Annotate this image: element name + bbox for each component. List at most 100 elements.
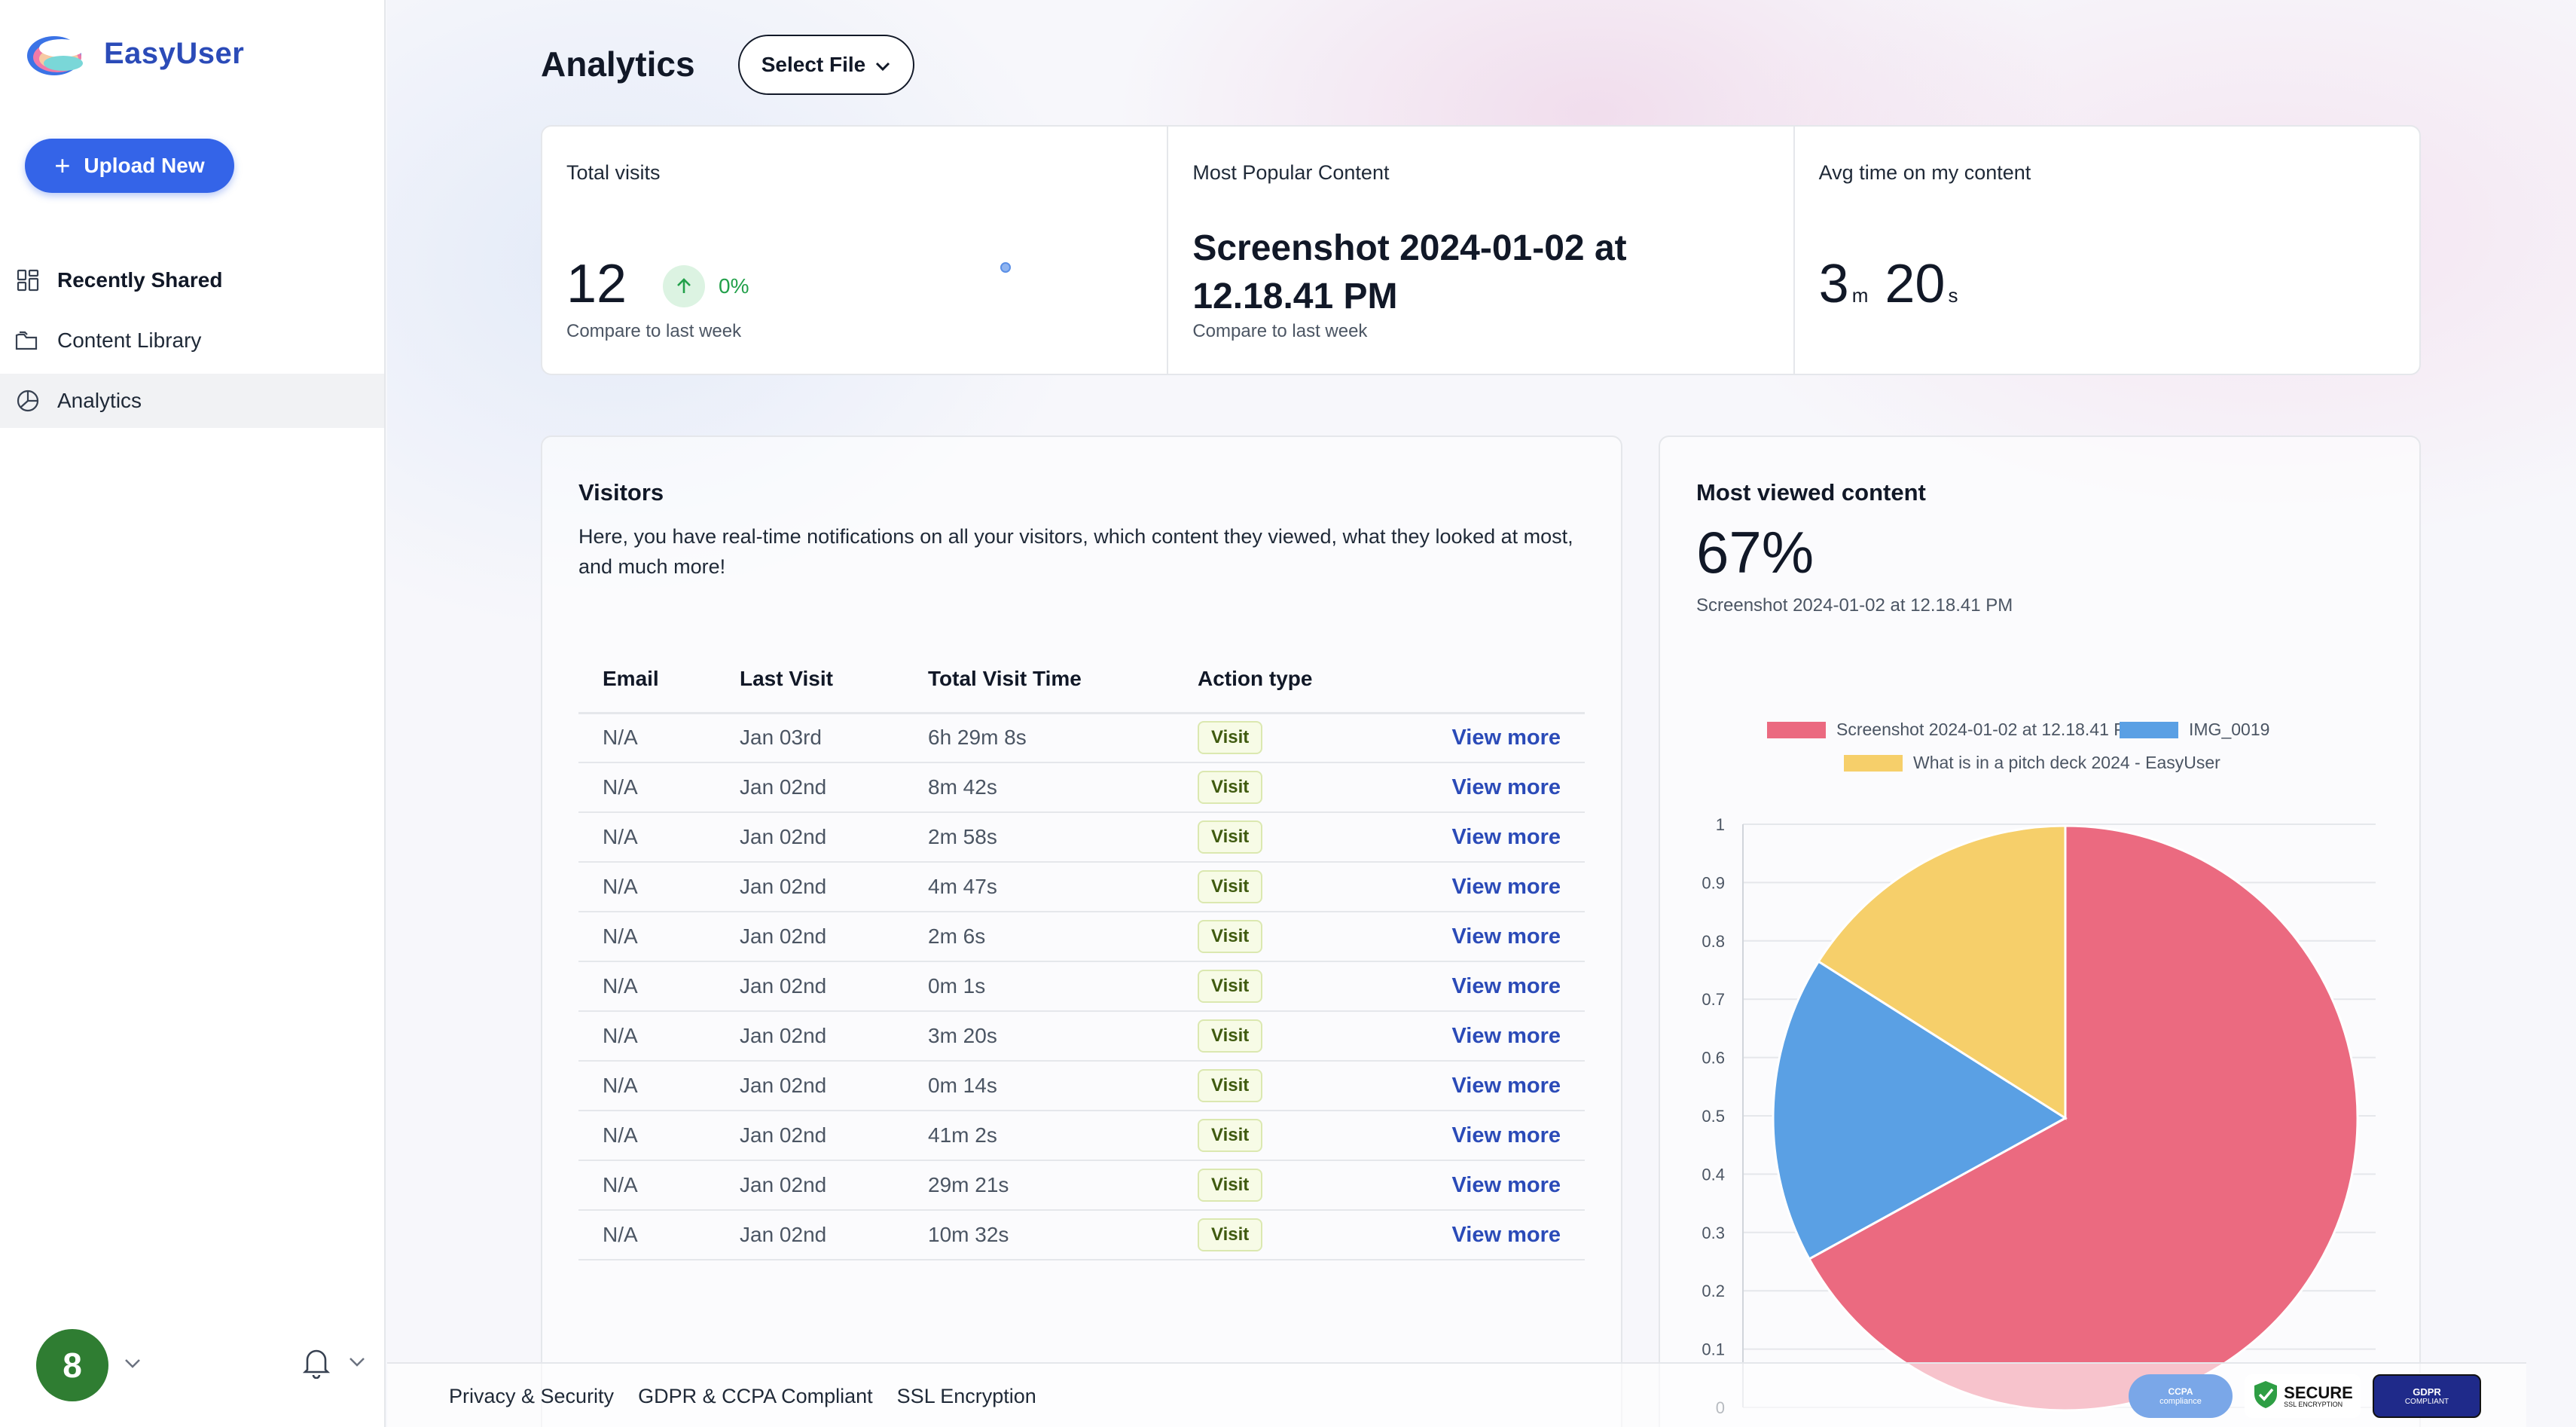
table-row: N/A Jan 02nd 10m 32s Visit View more [578,1210,1585,1260]
legend-label[interactable]: Screenshot 2024-01-02 at 12.18.41 PM [1836,720,2140,739]
secure-badge-sub: SSL ENCRYPTION [2284,1400,2343,1408]
y-tick-label: 0.5 [1702,1107,1725,1126]
cell-last-visit: Jan 02nd [716,1210,904,1260]
table-row: N/A Jan 02nd 0m 1s Visit View more [578,961,1585,1012]
stat-value: 3 m 20 s [1819,253,1975,315]
stat-label: Most Popular Content [1192,161,1390,184]
avg-minutes: 3 [1818,254,1849,314]
column-header-email: Email [578,646,716,714]
cell-email: N/A [578,912,716,962]
y-tick-label: 1 [1716,815,1725,834]
visitors-table: Email Last Visit Total Visit Time Action… [578,646,1585,1260]
sidebar-nav: Recently Shared Content Library Analytic… [0,253,384,434]
cell-action-type: Visit [1174,912,1354,962]
action-badge: Visit [1198,820,1263,854]
gdpr-badge: GDPR COMPLIANT [2373,1374,2481,1418]
stat-label: Avg time on my content [1818,161,2031,184]
view-more-link[interactable]: View more [1354,1160,1585,1211]
table-row: N/A Jan 02nd 0m 14s Visit View more [578,1061,1585,1111]
view-more-link[interactable]: View more [1354,862,1585,912]
upload-new-button[interactable]: + Upload New [25,139,234,193]
y-tick-label: 0.7 [1702,990,1725,1009]
footer-link-gdpr[interactable]: GDPR & CCPA Compliant [638,1385,873,1407]
cell-total-time: 6h 29m 8s [904,713,1174,763]
pie-chart-icon [15,388,41,414]
cell-action-type: Visit [1174,961,1354,1012]
cell-email: N/A [578,812,716,863]
footer: Privacy & Security GDPR & CCPA Compliant… [387,1362,2526,1427]
avatar[interactable]: 8 [36,1329,108,1401]
visitors-title: Visitors [578,479,664,506]
sidebar-item-analytics[interactable]: Analytics [0,374,384,428]
legend-swatch[interactable] [2120,722,2178,738]
most-viewed-card: Most viewed content 67% Screenshot 2024-… [1659,435,2421,1427]
visitors-description: Here, you have real-time notifications o… [578,525,1573,578]
action-badge: Visit [1198,1019,1263,1053]
cell-total-time: 3m 20s [904,1011,1174,1062]
cell-action-type: Visit [1174,812,1354,863]
cell-total-time: 2m 6s [904,912,1174,962]
app-logo[interactable]: EasyUser [24,27,244,80]
cell-action-type: Visit [1174,762,1354,813]
view-more-link[interactable]: View more [1354,1061,1585,1111]
column-header-total-visit-time: Total Visit Time [904,646,1174,714]
view-more-link[interactable]: View more [1354,762,1585,813]
cell-email: N/A [578,1160,716,1211]
cell-total-time: 29m 21s [904,1160,1174,1211]
compliance-badges: CCPA compliance SECURE SSL ENCRYPTION GD… [2129,1374,2481,1418]
chevron-down-icon[interactable] [124,1358,142,1374]
most-viewed-percent: 67% [1696,519,1814,585]
cell-total-time: 41m 2s [904,1111,1174,1161]
arrow-up-icon [663,265,705,307]
table-header-row: Email Last Visit Total Visit Time Action… [578,646,1585,714]
cell-action-type: Visit [1174,862,1354,912]
column-header-action-type: Action type [1174,646,1354,714]
select-file-dropdown[interactable]: Select File [738,35,914,95]
legend-label[interactable]: What is in a pitch deck 2024 - EasyUser [1913,753,2220,772]
shield-icon [2252,1380,2279,1413]
view-more-link[interactable]: View more [1354,1011,1585,1062]
cell-last-visit: Jan 02nd [716,1061,904,1111]
stats-panel: Total visits 12 0% Compare to last week … [541,125,2421,375]
view-more-link[interactable]: View more [1354,713,1585,763]
view-more-link[interactable]: View more [1354,961,1585,1012]
footer-link-privacy[interactable]: Privacy & Security [449,1385,615,1407]
view-more-link[interactable]: View more [1354,912,1585,962]
footer-link-ssl[interactable]: SSL Encryption [896,1385,1036,1407]
plus-icon: + [54,150,71,181]
trend-value: 0% [719,274,749,298]
stat-value: 12 [566,254,627,314]
logo-icon [24,27,90,80]
sidebar-item-recently-shared[interactable]: Recently Shared [0,253,384,307]
user-menu[interactable]: 8 [36,1329,142,1401]
action-badge: Visit [1198,1069,1263,1102]
trend-indicator: 0% [663,265,749,307]
y-tick-label: 0.3 [1702,1224,1725,1242]
legend-swatch[interactable] [1844,755,1903,772]
bell-icon[interactable] [301,1346,331,1383]
legend-label[interactable]: IMG_0019 [2189,720,2269,739]
pie-chart: Screenshot 2024-01-02 at 12.18.41 PM IMG_… [1702,720,2376,1417]
view-more-link[interactable]: View more [1354,1210,1585,1260]
notifications[interactable] [301,1346,366,1383]
visitors-card: Visitors Here, you have real-time notifi… [541,435,1622,1427]
cell-email: N/A [578,961,716,1012]
stat-label: Total visits [566,161,661,184]
cell-action-type: Visit [1174,1160,1354,1211]
legend-swatch[interactable] [1767,722,1826,738]
stat-most-popular: Most Popular Content Screenshot 2024-01-… [1168,127,1795,374]
cell-total-time: 8m 42s [904,762,1174,813]
table-row: N/A Jan 02nd 8m 42s Visit View more [578,762,1585,813]
view-more-link[interactable]: View more [1354,1111,1585,1161]
footer-links: Privacy & Security GDPR & CCPA Compliant… [449,1385,1036,1408]
sidebar-item-content-library[interactable]: Content Library [0,313,384,368]
table-row: N/A Jan 03rd 6h 29m 8s Visit View more [578,713,1585,763]
y-tick-label: 0.4 [1702,1165,1725,1184]
view-more-link[interactable]: View more [1354,812,1585,863]
cell-email: N/A [578,1061,716,1111]
pie-slice[interactable] [1817,824,2067,1120]
pie-slice[interactable] [1772,960,2068,1260]
chevron-down-icon[interactable] [348,1356,366,1372]
cell-action-type: Visit [1174,1210,1354,1260]
cell-email: N/A [578,1011,716,1062]
